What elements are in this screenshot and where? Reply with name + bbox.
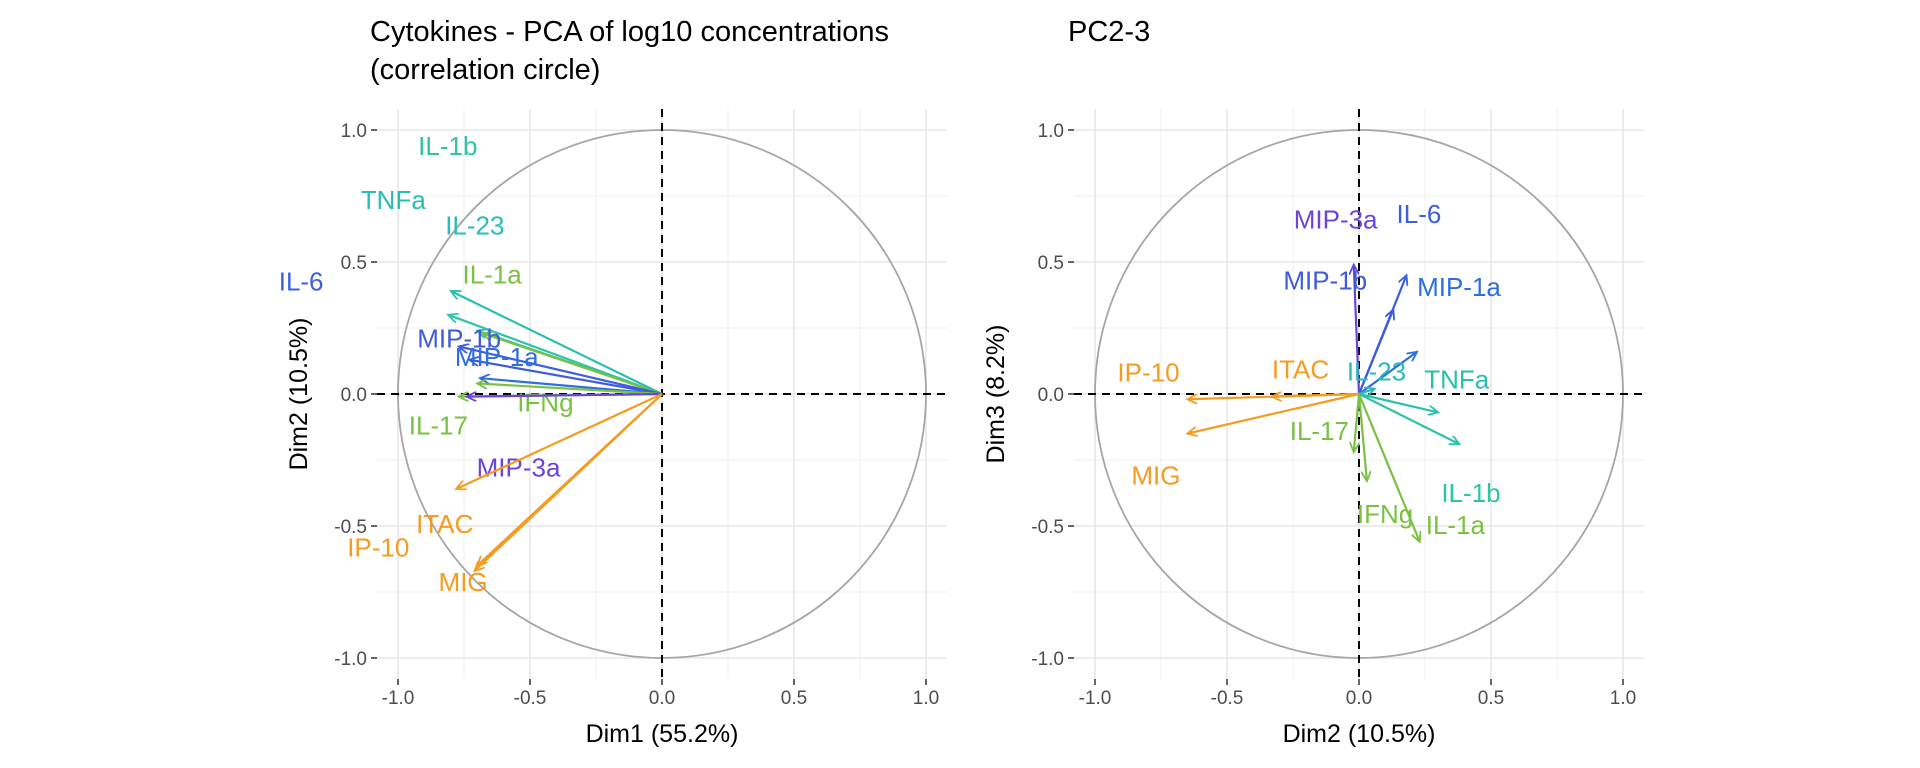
label-il-23: IL-23 [1347, 357, 1406, 387]
x-axis-label: Dim2 (10.5%) [1283, 720, 1436, 748]
y-tick-label: -1.0 [334, 649, 367, 670]
label-tnfa: TNFa [1424, 364, 1490, 394]
label-mip-3a: MIP-3a [1294, 205, 1378, 235]
x-tick-label: 1.0 [1610, 688, 1636, 709]
chart-title-line1: Cytokines - PCA of log10 concentrations [370, 16, 890, 48]
label-mip-1b: MIP-1b [417, 324, 501, 354]
y-tick-label: -0.5 [334, 517, 367, 538]
arrow-mip-3a [1354, 265, 1361, 395]
arrow-il-17 [1354, 393, 1361, 452]
x-tick-label: 1.0 [913, 688, 939, 709]
y-tick-label: 0.0 [1038, 385, 1064, 406]
label-ip-10: IP-10 [347, 533, 409, 563]
label-mip-1a: MIP-1a [1417, 272, 1501, 302]
chart-title-line2: (correlation circle) [370, 54, 601, 86]
label-ip-10: IP-10 [1117, 357, 1179, 387]
arrow-il-6 [459, 346, 663, 396]
x-tick-label: 0.5 [1478, 688, 1504, 709]
arrow-itac [1272, 394, 1360, 397]
label-il-1b: IL-1b [1441, 478, 1500, 508]
arrow-il-1b [1358, 393, 1459, 446]
label-il-6: IL-6 [279, 266, 324, 296]
arrow-mip-1b [1357, 310, 1393, 395]
y-tick-label: 1.0 [341, 121, 367, 142]
label-il-17: IL-17 [1290, 416, 1349, 446]
y-axis-label: Dim3 (8.2%) [982, 325, 1010, 464]
arrow-mig [475, 393, 663, 571]
label-mip-3a: MIP-3a [477, 453, 561, 483]
chart-panel-2: -1.0 -0.5 0.0 0.5 1.0 -1.0 -0.5 0.0 0.5 1.0 Dim2 (… [982, 109, 1644, 748]
arrow-ifng [1357, 393, 1367, 481]
label-mig: MIG [439, 567, 488, 597]
x-axis-label: Dim1 (55.2%) [586, 720, 739, 748]
label-il-1a: IL-1a [462, 259, 522, 289]
label-mig: MIG [1131, 461, 1180, 491]
x-tick-label: 0.5 [781, 688, 807, 709]
label-il-17: IL-17 [409, 411, 468, 441]
arrow-il-1a [1357, 393, 1420, 542]
arrow-il-1a [482, 333, 663, 396]
label-ifng: IFNg [517, 387, 573, 417]
arrow-mig [1187, 392, 1360, 434]
y-tick-label: 0.5 [341, 253, 367, 274]
label-mip-1b: MIP-1b [1283, 266, 1367, 296]
x-tick-label: 0.0 [1346, 688, 1372, 709]
label-il-1b: IL-1b [418, 131, 477, 161]
label-tnfa: TNFa [361, 185, 427, 215]
label-itac: ITAC [416, 509, 473, 539]
y-tick-label: 1.0 [1038, 121, 1064, 142]
arrow-mip-1b [469, 360, 663, 396]
y-tick-label: 0.0 [341, 385, 367, 406]
label-mip-1a: MIP-1a [455, 342, 539, 372]
label-itac: ITAC [1272, 355, 1329, 385]
x-tick-label: -0.5 [1211, 688, 1244, 709]
y-tick-label: 0.5 [1038, 253, 1064, 274]
x-tick-label: -1.0 [1079, 688, 1112, 709]
arrow-mip-3a [467, 394, 663, 397]
label-il-1a: IL-1a [1426, 510, 1486, 540]
chart-panel-1: -1.0 -0.5 0.0 0.5 1.0 -1.0 -0.5 0.0 0.5 1.0 Dim1 (… [279, 109, 947, 748]
arrow-tnfa [451, 291, 663, 395]
y-axis-label: Dim2 (10.5%) [285, 318, 313, 471]
x-tick-label: 0.0 [649, 688, 675, 709]
arrow-itac [456, 393, 663, 489]
arrow-il-23 [1358, 389, 1375, 394]
y-tick-label: -1.0 [1031, 649, 1064, 670]
x-tick-label: -1.0 [382, 688, 415, 709]
arrow-ifng [477, 383, 663, 396]
label-il-23: IL-23 [445, 211, 504, 241]
y-tick-label: -0.5 [1031, 517, 1064, 538]
label-il-6: IL-6 [1397, 199, 1442, 229]
arrow-tnfa [1358, 392, 1438, 412]
x-tick-label: -0.5 [514, 688, 547, 709]
panel-label: PC2-3 [1068, 16, 1151, 48]
